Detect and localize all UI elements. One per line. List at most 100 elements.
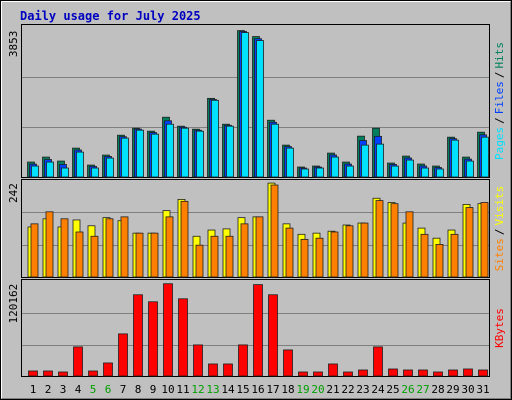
bar	[151, 133, 159, 178]
bar	[31, 165, 39, 178]
y-tick-label: 3853	[7, 31, 20, 57]
x-tick-label: 14	[221, 383, 235, 396]
bar	[406, 159, 414, 178]
bar	[120, 216, 129, 278]
x-tick-label: 2	[45, 383, 52, 396]
bar	[225, 235, 234, 278]
x-tick-label: 23	[356, 383, 369, 396]
x-tick-label: 19	[296, 383, 309, 396]
bar	[45, 211, 54, 278]
x-tick-label: 25	[386, 383, 399, 396]
bar	[43, 370, 53, 377]
bar	[360, 222, 369, 278]
bar	[28, 370, 38, 377]
bar	[285, 227, 294, 278]
bar	[436, 168, 444, 178]
bar	[103, 362, 113, 377]
bar	[420, 233, 429, 278]
bar	[451, 139, 459, 178]
x-tick-label: 20	[311, 383, 324, 396]
bar	[391, 165, 399, 178]
bar	[268, 294, 278, 377]
bar	[283, 349, 293, 377]
x-tick-label: 24	[371, 383, 385, 396]
legend: KBytes	[493, 308, 506, 348]
x-tick-label: 18	[281, 383, 294, 396]
bar	[343, 371, 353, 377]
bar	[105, 218, 114, 278]
bar	[150, 232, 159, 278]
bar	[106, 157, 114, 178]
y-tick-label: 242	[7, 183, 20, 203]
x-tick-label: 9	[150, 383, 157, 396]
legend-entry: Pages	[493, 127, 506, 160]
bar	[60, 218, 69, 278]
bar	[405, 211, 414, 278]
bar	[315, 237, 324, 278]
bar	[148, 301, 158, 377]
bar	[180, 200, 189, 278]
bar	[163, 283, 173, 377]
bar	[240, 223, 249, 278]
x-tick-label: 12	[191, 383, 204, 396]
bar	[226, 125, 234, 178]
bar	[298, 371, 308, 377]
bar	[58, 371, 68, 377]
bar	[358, 369, 368, 377]
x-tick-label: 27	[416, 383, 429, 396]
bar	[178, 298, 188, 377]
bar	[375, 200, 384, 278]
x-tick-label: 31	[476, 383, 489, 396]
bar	[88, 370, 98, 377]
legend-separator: /	[493, 229, 506, 236]
legend-entry: Files	[493, 81, 506, 114]
bar	[480, 202, 489, 278]
legend-entry: Sites	[493, 238, 506, 271]
bar	[195, 244, 204, 278]
bar	[390, 203, 399, 278]
bar	[90, 235, 99, 278]
bar	[270, 184, 279, 278]
bar	[118, 333, 128, 377]
bar	[136, 129, 144, 178]
legend-entry: KBytes	[493, 308, 506, 348]
bar	[376, 143, 384, 178]
bar	[256, 40, 264, 178]
x-tick-label: 7	[120, 383, 127, 396]
x-tick-label: 8	[135, 383, 142, 396]
x-tick-label: 22	[341, 383, 354, 396]
bar	[331, 156, 339, 178]
bar	[300, 238, 309, 278]
x-tick-label: 11	[176, 383, 189, 396]
bar	[30, 223, 39, 278]
bar	[223, 363, 233, 377]
bar	[73, 346, 83, 377]
bar	[433, 371, 443, 377]
bar	[361, 144, 369, 178]
bar	[465, 207, 474, 278]
bar	[61, 167, 69, 178]
bar	[196, 130, 204, 178]
bar	[238, 344, 248, 377]
x-tick-label: 28	[431, 383, 444, 396]
bar	[76, 151, 84, 178]
bar	[166, 123, 174, 178]
legend-entry: Visits	[493, 186, 506, 226]
bar	[478, 369, 488, 377]
bar	[135, 232, 144, 278]
bar	[253, 284, 263, 377]
bar	[241, 32, 249, 178]
x-tick-label: 3	[60, 383, 67, 396]
y-tick-label: 120162	[7, 284, 20, 324]
bar	[301, 168, 309, 178]
bar	[481, 136, 489, 178]
bar	[91, 167, 99, 178]
bar	[46, 161, 54, 178]
bar	[450, 233, 459, 278]
bar	[448, 369, 458, 377]
bar	[286, 147, 294, 178]
bar	[435, 244, 444, 278]
bar	[313, 371, 323, 377]
